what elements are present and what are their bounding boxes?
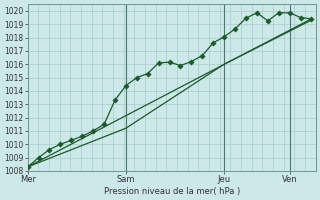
X-axis label: Pression niveau de la mer( hPa ): Pression niveau de la mer( hPa ) bbox=[104, 187, 240, 196]
